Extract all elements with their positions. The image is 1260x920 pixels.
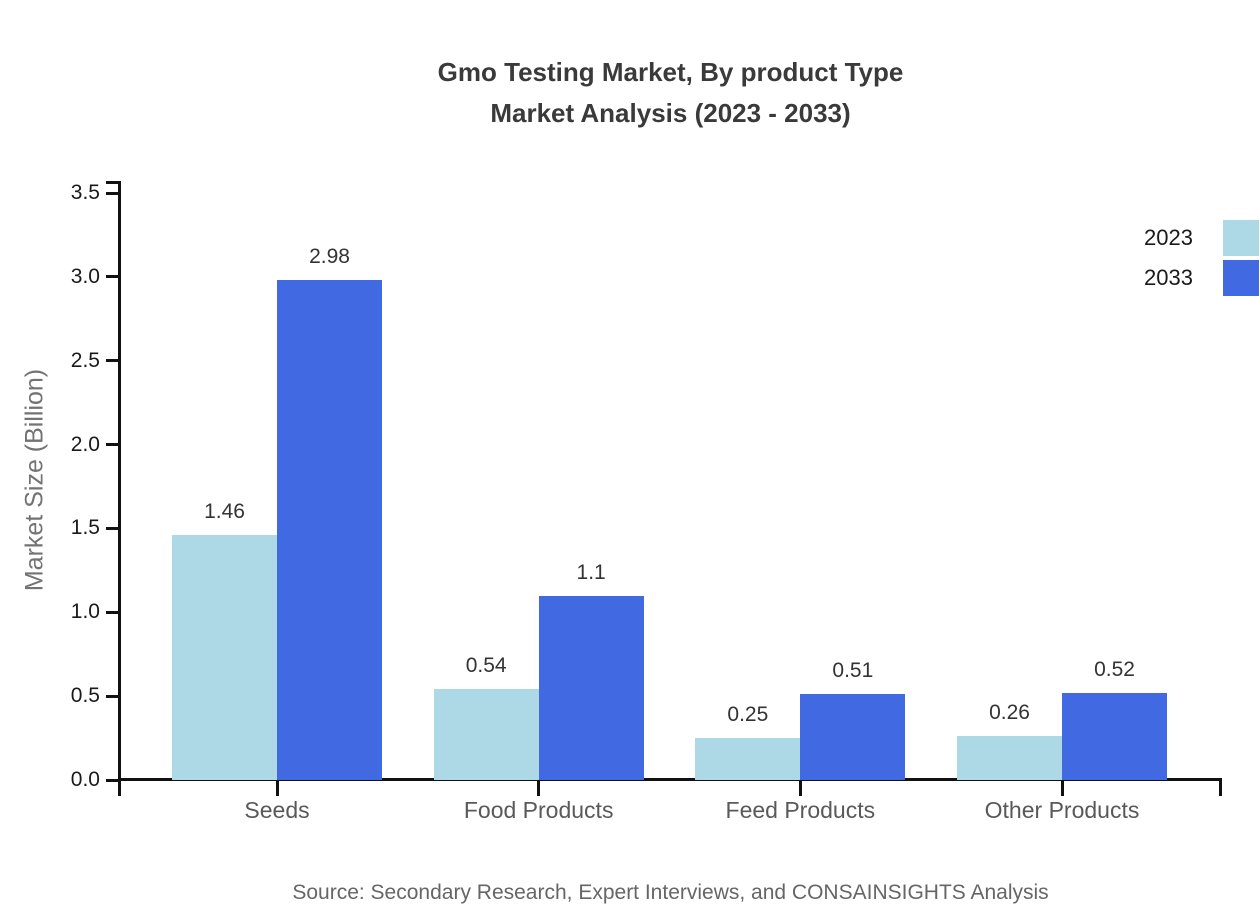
x-category-label: Seeds bbox=[244, 797, 310, 823]
bar-2023-food-products bbox=[433, 689, 539, 780]
y-tick bbox=[106, 778, 120, 782]
legend-label: 2033 bbox=[1144, 265, 1193, 290]
bar-2033-food-products bbox=[538, 595, 644, 780]
chart-title-line2: Market Analysis (2023 - 2033) bbox=[490, 98, 851, 128]
x-axis-spine bbox=[118, 778, 1222, 781]
y-tick bbox=[106, 359, 120, 363]
bar-value-label: 1.1 bbox=[576, 560, 606, 584]
y-tick-label: 0.0 bbox=[70, 768, 100, 791]
y-axis-top-cap bbox=[106, 181, 121, 184]
bar-value-label: 0.26 bbox=[989, 701, 1030, 725]
bar-value-label: 0.52 bbox=[1094, 657, 1135, 681]
bar-value-label: 0.54 bbox=[465, 654, 507, 678]
chart-title-line1: Gmo Testing Market, By product Type bbox=[437, 57, 904, 87]
bar-value-label: 2.98 bbox=[309, 245, 350, 269]
bar-2023-seeds bbox=[172, 535, 277, 780]
y-tick bbox=[106, 526, 120, 530]
legend-swatch-2033 bbox=[1223, 260, 1259, 296]
y-axis-spine bbox=[118, 181, 121, 796]
bar-2023-other-products bbox=[957, 736, 1062, 780]
legend: 2023 2033 bbox=[1144, 220, 1259, 300]
y-tick bbox=[106, 610, 120, 614]
bar-value-label: 0.25 bbox=[727, 703, 769, 727]
chart-title: Gmo Testing Market, By product Type Mark… bbox=[120, 52, 1221, 134]
bar-value-label: 0.51 bbox=[832, 659, 874, 683]
y-tick bbox=[106, 443, 120, 447]
x-category-label: Other Products bbox=[984, 797, 1140, 823]
y-tick-label: 1.5 bbox=[70, 516, 100, 540]
legend-item-2033: 2033 bbox=[1144, 260, 1259, 296]
bar-2033-seeds bbox=[277, 280, 382, 780]
legend-swatch-2023 bbox=[1223, 220, 1259, 256]
y-tick-label: 3.0 bbox=[70, 264, 100, 288]
y-tick-label: 0.5 bbox=[70, 684, 100, 708]
x-category-label: Feed Products bbox=[725, 797, 876, 823]
bar-2033-feed-products bbox=[800, 694, 906, 780]
x-axis-right-cap bbox=[1219, 778, 1222, 796]
x-tick bbox=[275, 781, 279, 796]
y-tick bbox=[106, 694, 120, 698]
y-tick-label: 2.0 bbox=[70, 432, 100, 456]
bar-value-label: 1.46 bbox=[204, 500, 245, 524]
y-tick bbox=[106, 191, 120, 195]
x-category-label: Food Products bbox=[463, 797, 614, 823]
x-tick bbox=[1060, 781, 1064, 796]
source-attribution: Source: Secondary Research, Expert Inter… bbox=[292, 881, 1049, 904]
y-tick-label: 3.5 bbox=[70, 181, 100, 204]
legend-item-2023: 2023 bbox=[1144, 220, 1259, 256]
x-tick bbox=[798, 781, 802, 796]
y-tick-label: 2.5 bbox=[70, 348, 100, 372]
bar-2033-other-products bbox=[1062, 692, 1167, 780]
y-tick-label: 1.0 bbox=[70, 600, 100, 624]
y-axis-title: Market Size (Billion) bbox=[20, 368, 49, 592]
legend-label: 2023 bbox=[1144, 225, 1193, 250]
bar-2023-feed-products bbox=[695, 738, 801, 780]
y-tick bbox=[106, 275, 120, 279]
x-tick bbox=[537, 781, 541, 796]
